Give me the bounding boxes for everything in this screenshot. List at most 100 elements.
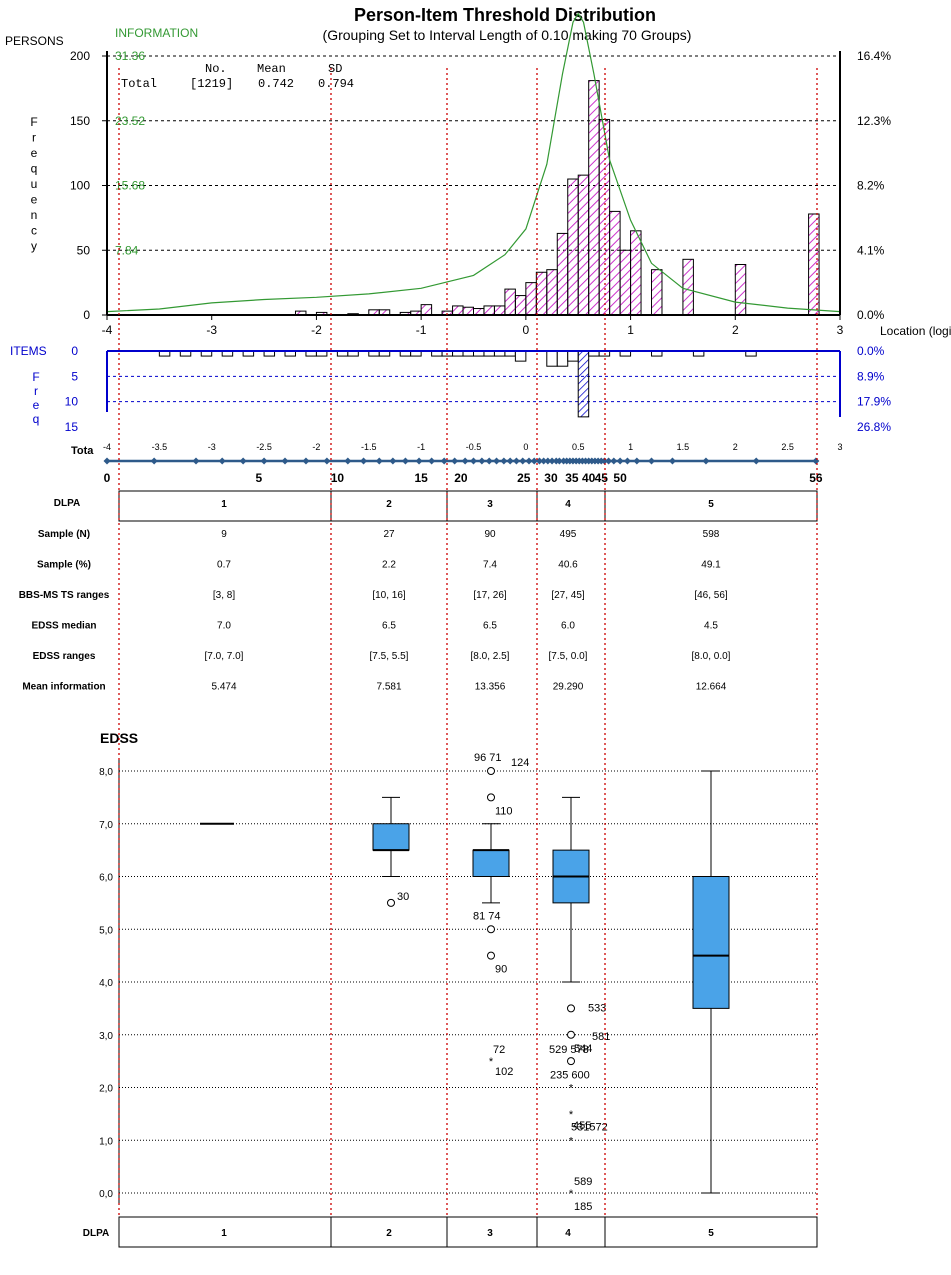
- persons-label: PERSONS: [5, 34, 64, 48]
- dlpa-cell: [10, 16]: [372, 590, 406, 601]
- dlpa-cell: 90: [484, 529, 496, 540]
- dlpa-cell: 6.0: [561, 621, 575, 632]
- items-y-tick-label: 15: [65, 420, 79, 434]
- outlier-label: 185: [574, 1201, 592, 1213]
- score-diamond: [440, 457, 448, 465]
- dlpa-cell: 5.474: [211, 682, 236, 693]
- frequency-letter: n: [31, 208, 38, 222]
- y-tick-label: 150: [70, 114, 90, 128]
- outlier-label: 544: [574, 1043, 592, 1055]
- frequency-letter: e: [31, 146, 38, 160]
- item-bar: [567, 350, 579, 362]
- person-bar: [514, 295, 527, 316]
- items-y-tick-label: 0: [71, 344, 78, 358]
- outlier-circle: [567, 1057, 575, 1066]
- outlier-label: 30: [397, 891, 409, 903]
- summary-col-sd: SD: [328, 62, 342, 76]
- outlier-label: 581: [592, 1031, 610, 1043]
- item-bar: [577, 350, 590, 418]
- x-tick-label: 2: [732, 323, 739, 337]
- score-diamond: [812, 457, 820, 465]
- items-pct-label: 8.9%: [857, 369, 885, 383]
- dlpa-cell: 29.290: [553, 682, 584, 693]
- score-diamond: [548, 457, 556, 465]
- frequency-letter: y: [31, 239, 37, 253]
- items-pct-label: 0.0%: [857, 344, 885, 358]
- score-label: 30: [544, 471, 558, 485]
- dlpa-cell: 6.5: [382, 621, 396, 632]
- edss-tick-label: 8,0: [99, 767, 113, 778]
- outlier-label: 110: [495, 805, 513, 817]
- x-tick-label: 3: [837, 323, 844, 337]
- score-diamond: [281, 457, 289, 465]
- dlpa-cell: [17, 26]: [473, 590, 507, 601]
- summary-no: [1219]: [190, 77, 233, 91]
- items-pct-label: 26.8%: [857, 420, 891, 434]
- summary-row-label: Total: [121, 77, 157, 91]
- score-diamond: [302, 457, 310, 465]
- person-bar: [462, 306, 474, 316]
- pct-tick-label: 8.2%: [857, 179, 885, 193]
- outlier-star: *: [569, 1109, 574, 1121]
- x-tick-label: -2: [311, 323, 322, 337]
- x-tick-label: -4: [102, 323, 113, 337]
- dlpa-row-label: Sample (%): [37, 560, 91, 571]
- dlpa-cell: 0.7: [217, 560, 231, 571]
- frequency-letter: u: [31, 177, 38, 191]
- dlpa-bottom-label: DLPA: [83, 1228, 109, 1239]
- outlier-label: 455: [573, 1120, 591, 1132]
- score-diamond: [535, 457, 543, 465]
- x-tick-label: -3: [206, 323, 217, 337]
- dlpa-row-label: EDSS ranges: [33, 651, 96, 662]
- outlier-star: *: [569, 1083, 574, 1095]
- score-label: 20: [454, 471, 468, 485]
- score-diamond: [150, 457, 158, 465]
- dlpa-cell: 7.581: [376, 682, 401, 693]
- freq-letter: F: [32, 370, 39, 384]
- items-y-tick-label: 10: [65, 395, 79, 409]
- outlier-label: 102: [495, 1066, 513, 1078]
- score-diamond: [555, 457, 563, 465]
- score-diamond: [103, 457, 111, 465]
- edss-tick-label: 6,0: [99, 873, 113, 884]
- summary-mean: 0.742: [258, 77, 294, 91]
- person-bar: [504, 288, 516, 316]
- edss-tick-label: 2,0: [99, 1084, 113, 1095]
- score-tick-label: 2: [733, 442, 738, 452]
- person-bar: [420, 304, 433, 316]
- score-tick-label: 0.5: [572, 442, 585, 452]
- score-diamond: [470, 457, 477, 465]
- score-diamond: [401, 457, 409, 465]
- frequency-letter: q: [31, 162, 38, 176]
- score-tick-label: -4: [103, 442, 111, 452]
- frequency-letter: c: [31, 224, 37, 238]
- edss-tick-label: 3,0: [99, 1031, 113, 1042]
- x-tick-label: 0: [523, 323, 530, 337]
- dlpa-cell: 2.2: [382, 560, 396, 571]
- score-diamond: [702, 457, 710, 465]
- outlier-label: 235 600: [550, 1070, 590, 1082]
- box-body: [692, 876, 730, 1009]
- outlier-label: 529 578: [549, 1044, 589, 1056]
- outlier-label: 589: [574, 1176, 592, 1188]
- dlpa-cell: 6.5: [483, 621, 497, 632]
- item-bar: [546, 350, 558, 367]
- person-bar: [452, 305, 464, 316]
- person-bar: [577, 174, 590, 316]
- score-diamond: [375, 457, 383, 465]
- person-bar: [535, 271, 548, 316]
- score-diamond: [605, 457, 613, 465]
- outlier-label: 531572: [571, 1121, 608, 1133]
- dlpa-cell: 598: [703, 529, 720, 540]
- score-label: 15: [414, 471, 428, 485]
- score-diamond: [530, 457, 538, 465]
- outlier-label: 96 71: [474, 752, 502, 764]
- person-bar: [567, 178, 579, 316]
- dlpa-column-label: 4: [565, 499, 571, 510]
- person-bar: [588, 80, 600, 316]
- score-tick-label: -3.5: [152, 442, 168, 452]
- person-bar: [682, 258, 694, 316]
